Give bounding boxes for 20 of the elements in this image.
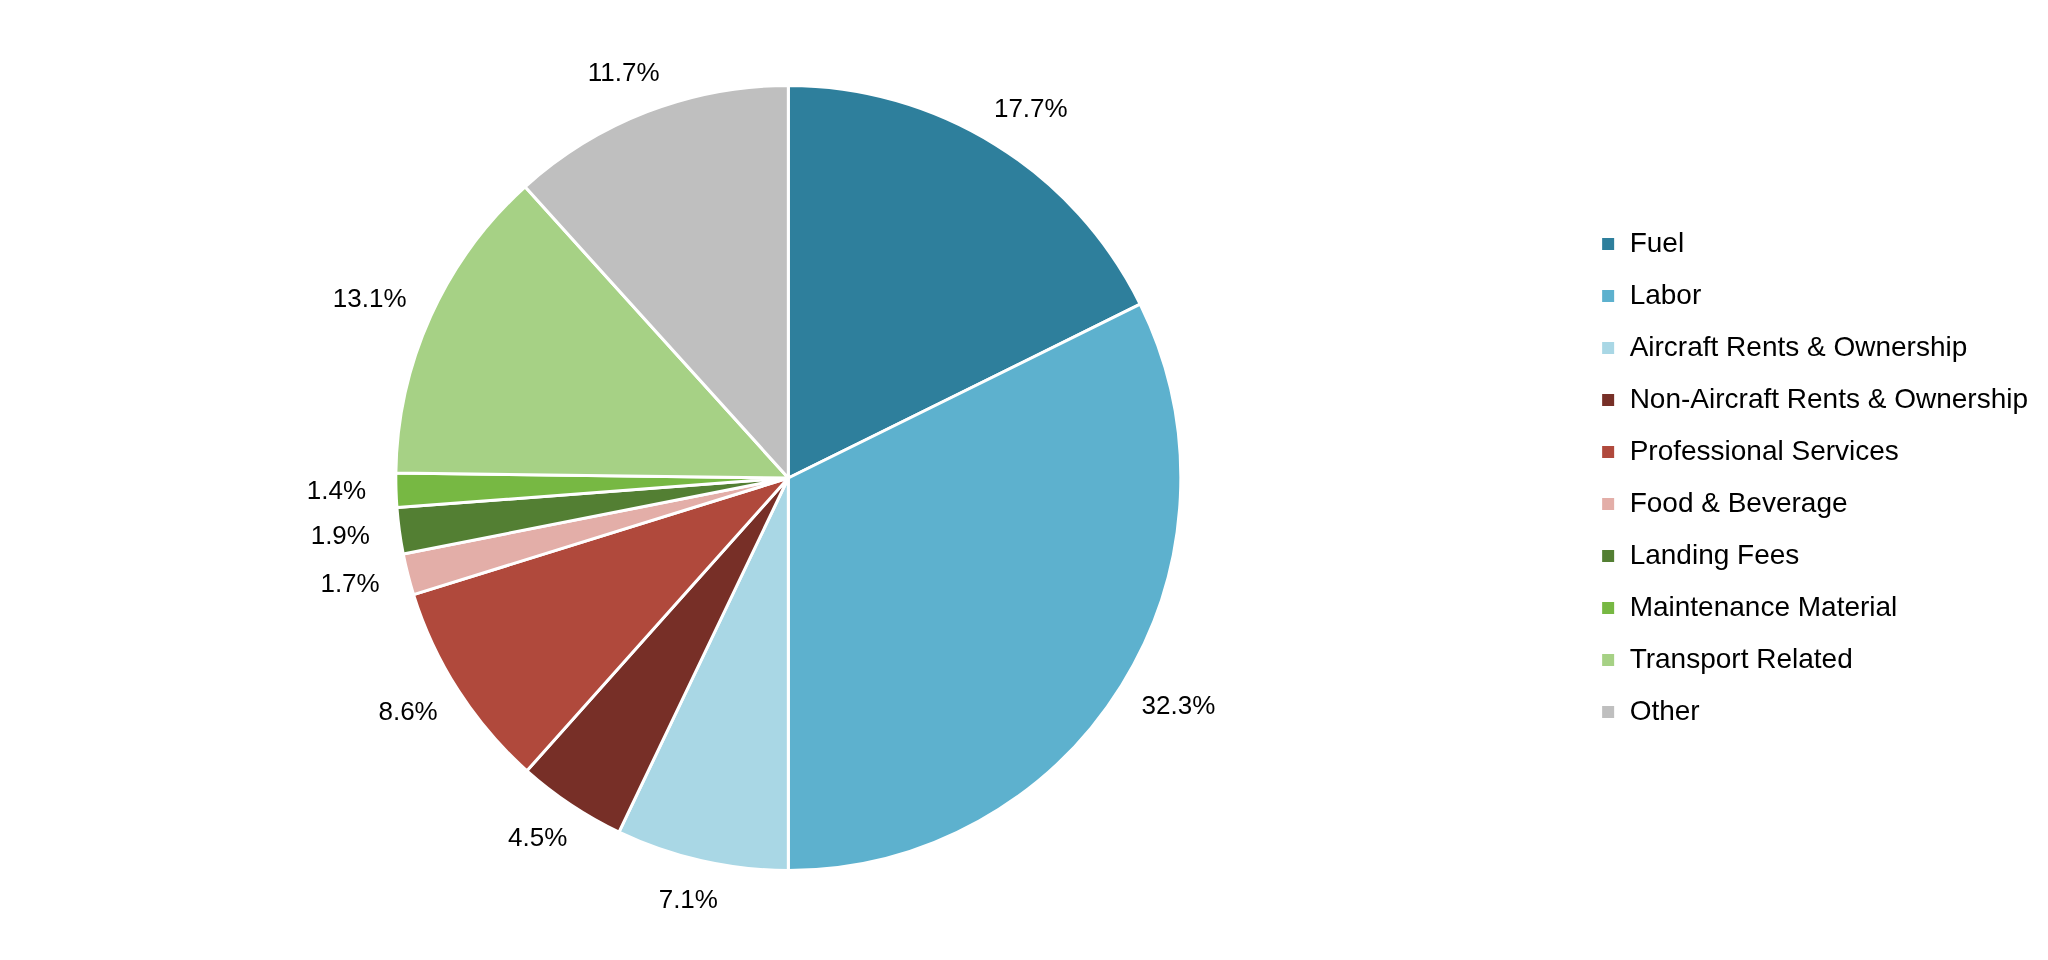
legend-label: Aircraft Rents & Ownership xyxy=(1629,330,1968,362)
data-label: 1.9% xyxy=(310,519,370,550)
legend-label: Landing Fees xyxy=(1629,538,1800,570)
legend-label: Labor xyxy=(1629,278,1702,310)
data-label: 13.1% xyxy=(332,282,407,313)
legend-label: Non-Aircraft Rents & Ownership xyxy=(1629,382,2028,414)
legend-label: Other xyxy=(1629,694,1700,726)
legend-label: Transport Related xyxy=(1629,642,1853,674)
data-label: 8.6% xyxy=(378,695,438,726)
data-label: 7.1% xyxy=(658,883,718,914)
legend-label: Professional Services xyxy=(1629,434,1899,466)
legend-label: Fuel xyxy=(1629,226,1685,258)
data-label: 4.5% xyxy=(508,821,568,852)
data-label: 32.3% xyxy=(1141,689,1216,720)
data-label: 11.7% xyxy=(587,56,660,87)
legend-label: Maintenance Material xyxy=(1629,590,1898,622)
data-label: 1.4% xyxy=(306,474,367,505)
data-label: 17.7% xyxy=(993,92,1068,123)
data-label: 1.7% xyxy=(320,567,380,598)
legend-label: Food & Beverage xyxy=(1629,486,1848,518)
